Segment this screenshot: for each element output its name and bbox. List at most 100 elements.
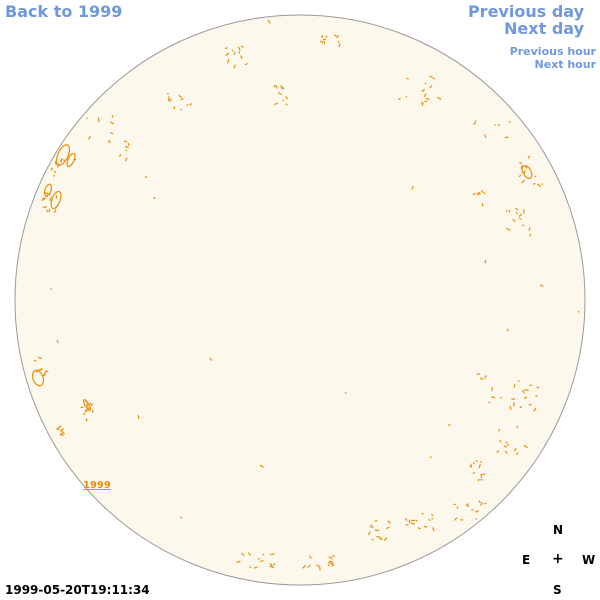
contour-fragment [447, 423, 451, 427]
contour-fragment [505, 441, 508, 444]
contour-fragment [41, 197, 45, 202]
contour-fragment [262, 553, 265, 556]
year-label[interactable]: 1999 [83, 480, 111, 491]
contour-fragment [209, 357, 213, 362]
contour-fragment [231, 49, 234, 52]
contour-fragment [411, 185, 414, 190]
contour-fragment [472, 193, 477, 195]
contour-fragment [315, 564, 319, 567]
contour-fragment [472, 462, 475, 465]
contour-fragment [367, 531, 371, 536]
contour-fragment [509, 406, 512, 410]
compass-west-label: W [582, 553, 596, 567]
contour-fragment [424, 82, 427, 85]
contour-fragment [532, 182, 536, 185]
contour-fragment [415, 519, 418, 522]
contour-fragment [503, 445, 507, 448]
contour-fragment [236, 560, 241, 563]
contour-fragment [43, 371, 47, 376]
contour-fragment [421, 88, 426, 93]
contour-fragment [429, 85, 433, 89]
contour-fragment [91, 410, 94, 413]
magnetic-contours [31, 19, 580, 571]
back-to-year-link[interactable]: Back to 1999 [5, 2, 123, 21]
contour-fragment [520, 165, 523, 170]
contour-fragment [272, 563, 276, 566]
contour-fragment [379, 536, 382, 540]
next-hour-link[interactable]: Next hour [534, 58, 597, 71]
contour-fragment [475, 518, 478, 520]
contour-fragment [383, 537, 388, 541]
contour-fragment [269, 565, 274, 569]
contour-fragment [189, 102, 193, 106]
previous-hour-link[interactable]: Previous hour [509, 45, 596, 58]
contour-fragment [85, 418, 88, 422]
contour-fragment [385, 526, 390, 529]
contour-fragment [506, 328, 510, 332]
contour-fragment [518, 174, 522, 178]
contour-fragment [46, 192, 51, 196]
contour-fragment [35, 369, 40, 373]
contour-fragment [525, 166, 528, 169]
contour-fragment [328, 556, 333, 560]
contour-fragment [484, 134, 487, 138]
contour-fragment [50, 167, 54, 171]
contour-fragment [180, 108, 183, 111]
contour-fragment [410, 522, 415, 525]
contour-fragment [479, 377, 484, 380]
previous-day-link[interactable]: Previous day [467, 2, 584, 21]
contour-fragment [56, 163, 60, 168]
contour-fragment [475, 459, 479, 463]
contour-fragment [45, 209, 49, 213]
plus-icon: + [552, 551, 564, 567]
contour-fragment [539, 284, 544, 287]
contour-fragment [178, 94, 183, 99]
contour-fragment [541, 183, 544, 186]
contour-loop [50, 190, 62, 210]
contour-fragment [118, 154, 122, 158]
contour-fragment [477, 478, 480, 482]
contour-fragment [271, 552, 275, 556]
contour-fragment [522, 390, 525, 394]
contour-fragment [421, 102, 424, 106]
contour-fragment [333, 34, 337, 37]
contour-fragment [123, 140, 128, 143]
contour-fragment [518, 213, 523, 218]
contour-fragment [480, 478, 483, 481]
contour-fragment [43, 196, 47, 201]
contour-fragment [517, 380, 520, 383]
contour-fragment [37, 356, 43, 359]
contour-fragment [249, 566, 252, 569]
contour-fragment [480, 501, 484, 506]
contour-fragment [285, 96, 288, 100]
contour-fragment [302, 564, 307, 569]
contour-fragment [432, 527, 435, 532]
contour-fragment [127, 142, 130, 146]
contour-fragment [49, 197, 52, 202]
contour-fragment [225, 52, 230, 57]
contour-fragment [233, 51, 236, 55]
next-day-link[interactable]: Next day [504, 19, 584, 38]
contour-fragment [125, 149, 128, 152]
contour-fragment [536, 386, 540, 389]
contour-fragment [499, 396, 502, 399]
contour-fragment [454, 517, 458, 521]
contour-fragment [513, 384, 516, 388]
contour-fragment [523, 170, 526, 174]
contour-fragment [491, 387, 493, 392]
contour-fragment [387, 520, 391, 524]
contour-fragment [53, 170, 57, 174]
contour-fragment [521, 179, 526, 184]
contour-fragment [428, 518, 431, 522]
contour-fragment [124, 157, 128, 162]
contour-fragment [436, 96, 442, 101]
contour-fragment [224, 47, 228, 50]
contour-fragment [273, 84, 277, 88]
contour-fragment [327, 563, 330, 567]
contour-fragment [267, 19, 271, 24]
contour-fragment [318, 565, 321, 571]
contour-fragment [528, 403, 532, 406]
contour-fragment [519, 406, 523, 409]
contour-fragment [48, 208, 51, 212]
